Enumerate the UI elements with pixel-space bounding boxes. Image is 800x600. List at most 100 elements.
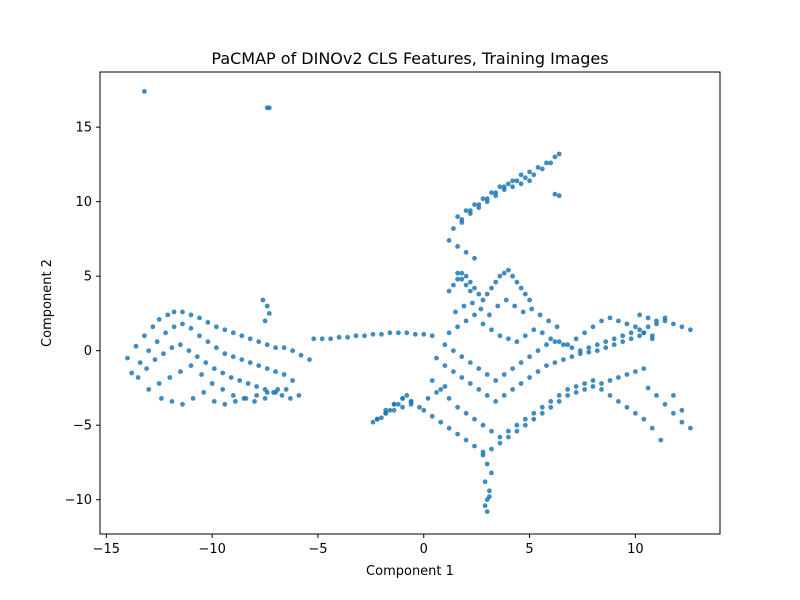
data-point — [262, 396, 268, 401]
data-point — [531, 327, 537, 333]
data-point — [482, 479, 488, 485]
data-point — [535, 369, 541, 374]
data-point — [180, 321, 185, 327]
data-point — [214, 345, 219, 351]
data-point — [662, 401, 668, 407]
data-point — [455, 270, 460, 276]
data-point — [455, 431, 460, 437]
x-axis-label: Component 1 — [366, 564, 454, 579]
data-point — [319, 336, 325, 342]
data-point — [487, 494, 492, 500]
data-point — [180, 309, 185, 315]
data-point — [489, 428, 494, 434]
data-point — [482, 503, 488, 509]
data-point — [188, 312, 194, 318]
data-point — [480, 321, 486, 327]
data-point — [590, 384, 596, 389]
data-point — [178, 342, 183, 348]
data-point — [607, 378, 613, 383]
data-point — [497, 273, 503, 279]
data-point — [539, 330, 545, 336]
data-point — [637, 312, 642, 318]
data-point — [281, 372, 287, 377]
data-point — [510, 273, 515, 279]
data-point — [476, 205, 482, 211]
data-point — [649, 425, 655, 431]
data-point — [247, 360, 253, 365]
data-point — [514, 428, 520, 434]
data-point — [463, 410, 469, 416]
data-point — [506, 181, 511, 187]
data-point — [237, 378, 243, 383]
data-point — [256, 363, 262, 368]
data-point — [455, 404, 460, 410]
data-point — [142, 89, 147, 94]
data-point — [201, 390, 207, 395]
data-point — [194, 354, 200, 360]
data-point — [205, 320, 211, 325]
data-point — [260, 297, 266, 303]
data-point — [501, 187, 507, 193]
data-point — [497, 434, 503, 440]
data-point — [446, 396, 452, 401]
data-point — [620, 339, 626, 345]
data-point — [556, 393, 562, 398]
data-point — [169, 345, 175, 351]
data-point — [472, 202, 477, 208]
data-point — [688, 425, 693, 431]
data-point — [254, 393, 259, 398]
data-point — [520, 309, 526, 315]
data-point — [624, 321, 630, 327]
data-point — [480, 422, 486, 428]
data-point — [463, 318, 469, 324]
data-point — [522, 416, 528, 422]
data-point — [353, 333, 359, 339]
data-point — [480, 297, 486, 303]
data-point — [455, 276, 460, 282]
data-point — [459, 375, 465, 380]
data-point — [463, 273, 469, 279]
data-point — [467, 360, 473, 365]
data-point — [603, 345, 609, 351]
data-point — [472, 312, 477, 318]
data-point — [641, 330, 647, 336]
data-point — [169, 399, 175, 404]
data-point — [633, 369, 638, 374]
data-point — [527, 375, 532, 380]
y-tick-label: 5 — [84, 270, 92, 285]
data-point — [408, 401, 414, 407]
data-point — [493, 193, 499, 199]
data-point — [279, 393, 285, 398]
data-point — [264, 366, 270, 371]
y-tick-label: 10 — [75, 195, 92, 210]
data-point — [273, 369, 278, 374]
data-point — [510, 366, 515, 371]
data-point — [641, 366, 647, 371]
points-layer — [125, 89, 693, 514]
data-point — [264, 303, 270, 309]
data-point — [637, 327, 642, 333]
data-point — [417, 404, 422, 410]
data-point — [421, 407, 427, 413]
data-point — [228, 375, 234, 380]
data-point — [467, 288, 473, 294]
data-point — [514, 178, 520, 184]
y-axis-ticks: −10 −5 0 5 10 15 — [65, 121, 100, 508]
data-point — [146, 348, 152, 354]
data-point — [658, 437, 664, 443]
data-point — [531, 410, 537, 416]
data-point — [590, 324, 596, 330]
data-point — [446, 288, 452, 294]
data-point — [654, 318, 659, 324]
data-point — [645, 315, 651, 321]
data-point — [328, 336, 333, 342]
data-point — [461, 303, 467, 309]
data-point — [252, 399, 257, 404]
data-point — [476, 366, 482, 371]
data-point — [503, 297, 509, 303]
data-point — [662, 315, 668, 321]
data-point — [203, 360, 209, 365]
data-point — [493, 399, 499, 404]
data-point — [262, 318, 268, 324]
data-point — [527, 354, 532, 360]
